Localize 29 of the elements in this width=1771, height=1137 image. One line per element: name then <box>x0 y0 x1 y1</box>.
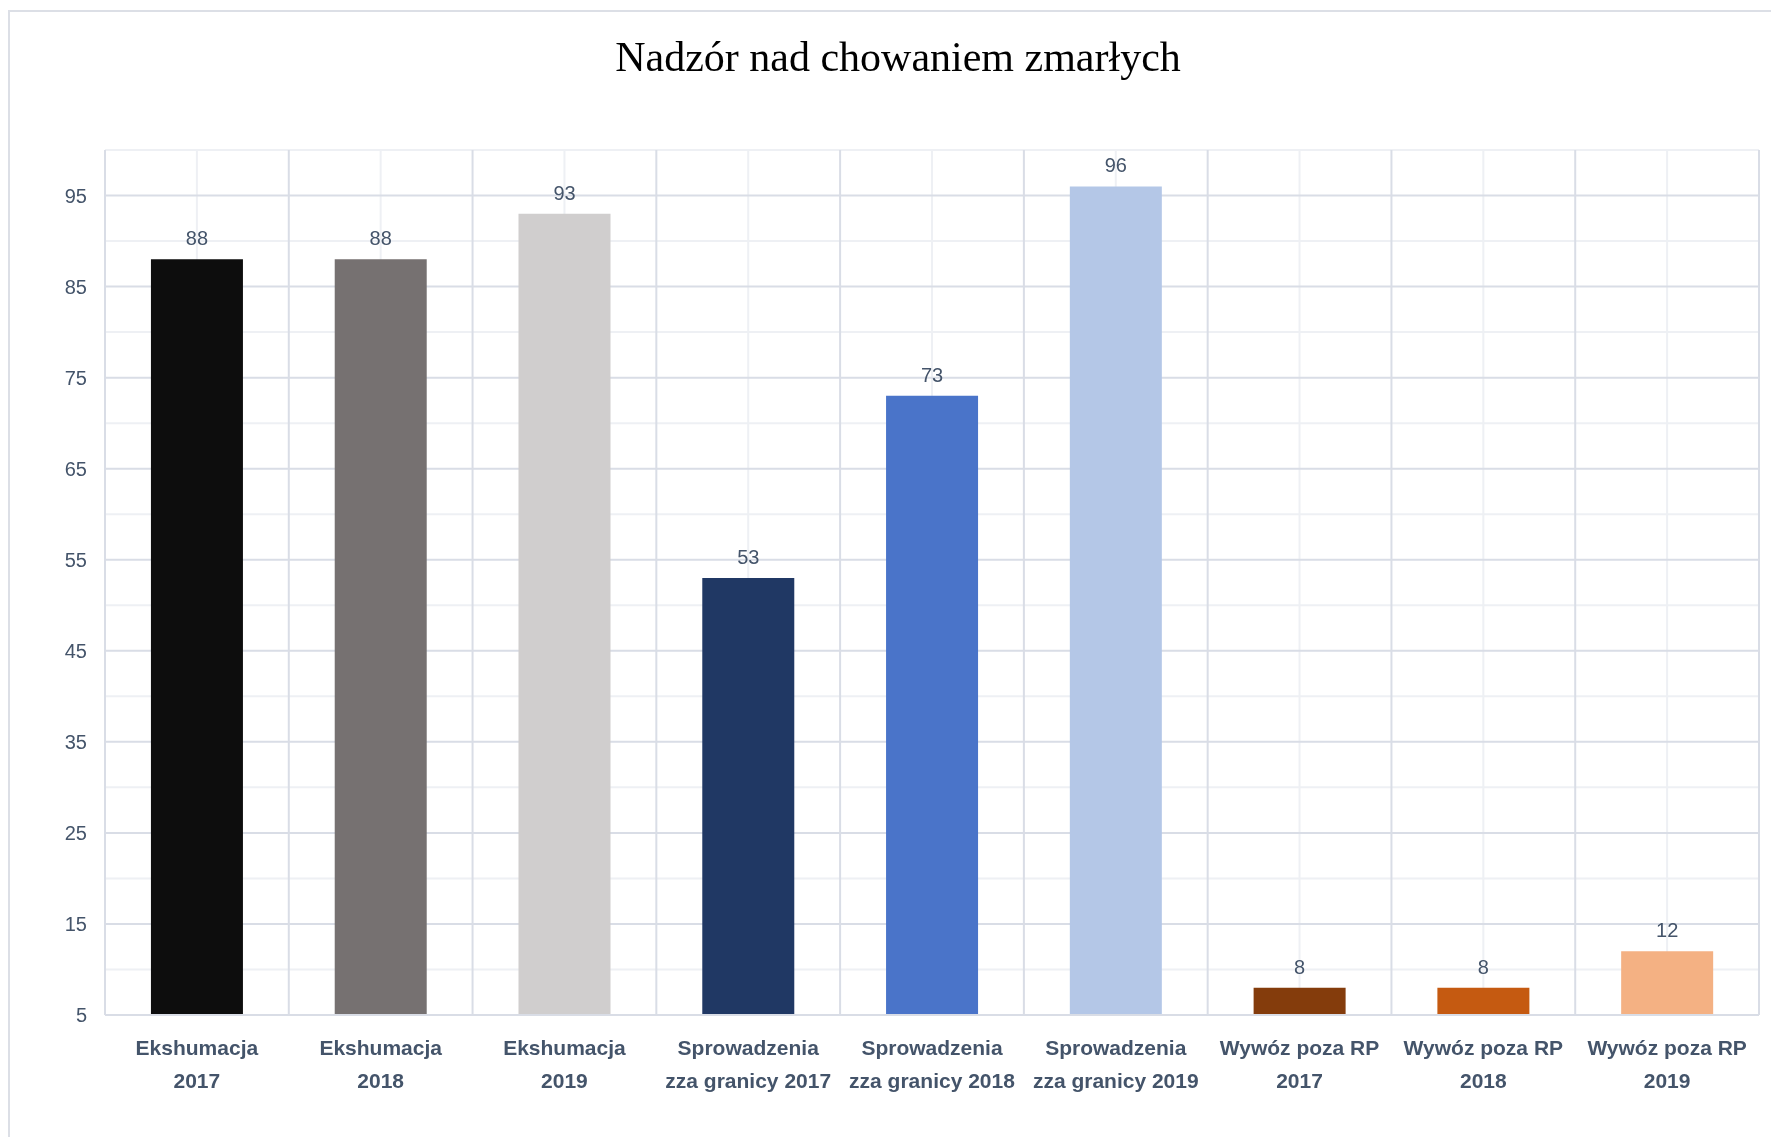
y-tick-label: 45 <box>64 639 87 662</box>
x-tick-label: Ekshumacja 2017 <box>135 1035 259 1092</box>
y-tick-label: 65 <box>64 457 87 480</box>
y-tick-label: 5 <box>75 1004 87 1027</box>
data-label: 8 <box>1477 955 1489 978</box>
data-label: 53 <box>737 545 760 568</box>
y-tick-label: 95 <box>64 184 87 207</box>
chart-title: Nadzór nad chowaniem zmarłych <box>614 33 1182 82</box>
y-tick-label: 85 <box>64 275 87 298</box>
data-label: 93 <box>553 181 576 204</box>
data-label: 8 <box>1294 955 1306 978</box>
x-tick-label: Wywóz poza RP 2018 <box>1403 1035 1564 1092</box>
x-tick-label: Ekshumacja 2018 <box>319 1035 443 1092</box>
data-label: 73 <box>920 363 944 386</box>
y-tick-label: 25 <box>64 821 87 844</box>
x-tick-label: Sprowadzenia zza granicy 2018 <box>849 1035 1016 1092</box>
y-tick-label: 75 <box>64 366 87 389</box>
y-tick-label: 35 <box>64 730 87 753</box>
y-tick-label: 15 <box>64 913 87 936</box>
data-label: 88 <box>185 227 209 250</box>
x-tick-label: Sprowadzenia zza granicy 2017 <box>665 1035 832 1092</box>
data-label: 12 <box>1656 919 1679 942</box>
x-tick-label: Sprowadzenia zza granicy 2019 <box>1032 1035 1199 1092</box>
y-tick-label: 55 <box>64 548 87 571</box>
data-label: 96 <box>1104 154 1127 177</box>
x-tick-label: Wywóz poza RP 2017 <box>1219 1035 1380 1092</box>
x-tick-label: Ekshumacja 2019 <box>503 1035 627 1092</box>
x-tick-label: Wywóz poza RP 2019 <box>1587 1035 1747 1092</box>
data-label: 88 <box>369 227 392 250</box>
